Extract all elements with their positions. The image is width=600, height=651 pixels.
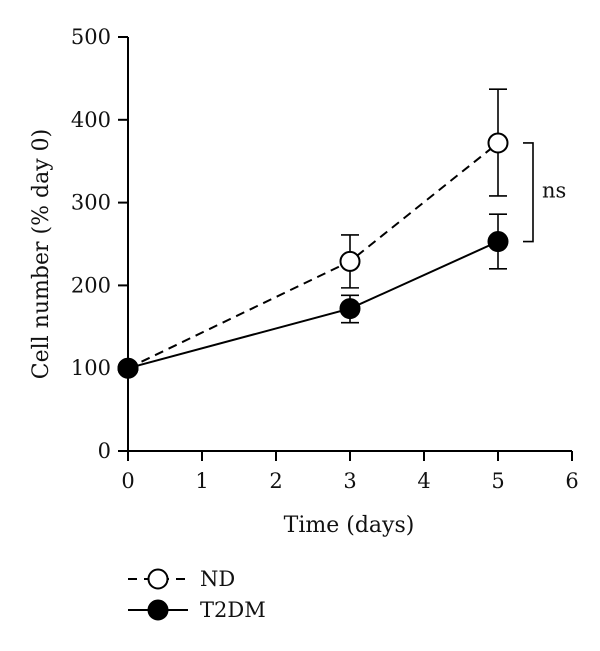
x-tick-label: 4 (417, 469, 430, 493)
legend-marker (147, 568, 169, 590)
legend-label: ND (200, 567, 235, 591)
series-line-nd (127, 142, 499, 370)
data-point-t2dm (117, 357, 139, 379)
legend-label: T2DM (200, 598, 266, 622)
y-tick-label: 100 (71, 356, 111, 380)
x-tick-label: 0 (121, 469, 134, 493)
data-point-t2dm (487, 231, 509, 253)
data-point-nd (339, 250, 361, 272)
data-point-t2dm (339, 298, 361, 320)
y-tick-label: 400 (71, 108, 111, 132)
x-tick-label: 6 (565, 469, 578, 493)
x-axis-title: Time (days) (284, 513, 415, 538)
y-tick-label: 0 (98, 439, 111, 463)
y-tick-label: 500 (71, 25, 111, 49)
legend-entry-t2dm: T2DM (128, 598, 266, 622)
data-point-nd (487, 132, 509, 154)
y-tick-label: 200 (71, 273, 111, 297)
x-tick-label: 1 (195, 469, 208, 493)
x-tick-label: 2 (269, 469, 282, 493)
legend-entry-nd: ND (128, 567, 235, 591)
y-axis-title: Cell number (% day 0) (29, 129, 54, 379)
x-tick-label: 5 (491, 469, 504, 493)
y-tick-label: 300 (71, 191, 111, 215)
significance-bracket (523, 142, 534, 243)
significance-label: ns (542, 178, 566, 202)
legend-marker (147, 599, 169, 621)
x-tick-label: 3 (343, 469, 356, 493)
series-line-t2dm (127, 240, 499, 370)
